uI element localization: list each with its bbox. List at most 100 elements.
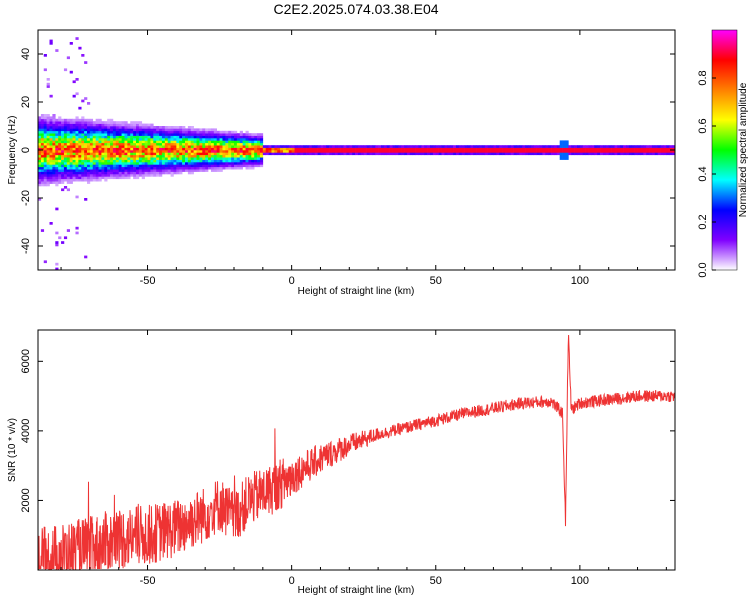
spectrogram-cell	[167, 154, 171, 158]
x-tick-label: 50	[430, 575, 442, 587]
spectrogram-cell	[75, 164, 79, 168]
spectrogram-cell	[173, 147, 177, 151]
spectrogram-cell	[69, 70, 73, 74]
spectrogram-cell	[153, 159, 157, 163]
spectrogram-cell	[404, 145, 408, 148]
spectrogram-cell	[75, 121, 79, 124]
spectrogram-cell	[81, 121, 85, 124]
spectrogram-cell	[306, 147, 310, 151]
spectrogram-cell	[110, 145, 114, 148]
spectrogram-cell	[254, 157, 258, 160]
spectrogram-cell	[349, 152, 353, 156]
spectrogram-cell	[75, 138, 79, 141]
spectrogram-cell	[110, 154, 114, 158]
spectrogram-cell	[187, 169, 192, 172]
spectrogram-cell	[121, 147, 125, 151]
spectrogram-cell	[40, 128, 45, 132]
spectrogram-cell	[496, 150, 500, 153]
spectrogram-cell	[87, 102, 91, 105]
spectrogram-cell	[190, 152, 194, 156]
spectrogram-cell	[467, 145, 471, 148]
spectrogram-cell	[248, 135, 252, 139]
spectrogram-cell	[138, 135, 143, 139]
spectrogram-cell	[228, 166, 232, 170]
spectrogram-cell	[176, 145, 180, 148]
spectrogram-cell	[159, 140, 163, 144]
spectrogram-cell	[110, 166, 114, 170]
spectrogram-cell	[133, 174, 137, 177]
spectrogram-cell	[87, 166, 91, 170]
spectrogram-cell	[548, 150, 552, 153]
spectrogram-cell	[127, 174, 131, 177]
spectrogram-cell	[173, 154, 177, 158]
spectrogram-cell	[84, 97, 88, 100]
spectrogram-cell	[173, 159, 177, 163]
spectrogram-cell	[161, 157, 166, 160]
spectrogram-cell	[170, 138, 174, 141]
spectrogram-cell	[582, 145, 586, 148]
spectrogram-cell	[579, 147, 584, 151]
spectrogram-cell	[239, 157, 243, 160]
spectrogram-cell	[285, 150, 290, 153]
spectrogram-cell	[127, 154, 131, 158]
spectrogram-cell	[167, 164, 171, 168]
spectrogram-cell	[52, 150, 56, 153]
spectrogram-cell	[141, 140, 145, 144]
spectrogram-cell	[112, 130, 117, 134]
spectrogram-cell	[138, 174, 143, 177]
spectrogram-cell	[49, 121, 53, 124]
spectrogram-cell	[199, 157, 203, 160]
spectrogram-cell	[231, 162, 235, 165]
spectrogram-cell	[110, 130, 114, 134]
spectrogram-cell	[236, 157, 241, 160]
spectrogram-cell	[40, 229, 45, 232]
spectrogram-cell	[121, 140, 125, 144]
spectrogram-cell	[631, 147, 635, 151]
spectrogram-cell	[110, 159, 114, 163]
spectrogram-cell	[190, 150, 194, 153]
spectrogram-cell	[199, 142, 203, 146]
spectrogram-cell	[559, 154, 563, 158]
spectrogram-cell	[470, 145, 474, 148]
spectrogram-cell	[147, 145, 151, 148]
spectrogram-cell	[95, 133, 99, 136]
spectrogram-cell	[115, 138, 119, 141]
spectrogram-cell	[75, 128, 79, 132]
spectrogram-cell	[112, 171, 117, 175]
spectrogram-cell	[300, 147, 304, 151]
spectrogram-cell	[222, 140, 226, 144]
spectrogram-cell	[167, 145, 171, 148]
spectrogram-cell	[173, 150, 177, 153]
spectrogram-cell	[118, 164, 122, 168]
spectrogram-cell	[130, 150, 134, 153]
spectrogram-cell	[63, 236, 68, 240]
spectrogram-cell	[46, 152, 50, 156]
spectrogram-cell	[170, 152, 174, 156]
spectrogram-cell	[167, 130, 171, 134]
spectrogram-cell	[196, 162, 200, 165]
spectrogram-cell	[378, 152, 382, 156]
spectrogram-cell	[415, 145, 419, 148]
spectrogram-cell	[274, 145, 278, 148]
spectrogram-cell	[473, 145, 477, 148]
spectrogram-cell	[190, 157, 194, 160]
spectrogram-cell	[112, 166, 117, 170]
spectrogram-cell	[222, 157, 226, 160]
spectrogram-cell	[124, 176, 128, 180]
spectrogram-cell	[251, 162, 255, 165]
spectrogram-cell	[170, 130, 174, 134]
spectrogram-cell	[444, 145, 448, 148]
spectrogram-cell	[101, 135, 105, 139]
spectrogram-cell	[208, 164, 212, 168]
spectrogram-cell	[205, 154, 209, 158]
spectrogram-cell	[219, 159, 223, 163]
spectrogram-cell	[239, 152, 243, 156]
spectrogram-cell	[216, 150, 220, 153]
spectrogram-cell	[239, 142, 243, 146]
spectrogram-cell	[136, 140, 140, 144]
spectrogram-cell	[78, 150, 82, 153]
spectrogram-cell	[176, 171, 180, 175]
spectrogram-cell	[124, 166, 128, 170]
spectrogram-cell	[87, 154, 91, 158]
